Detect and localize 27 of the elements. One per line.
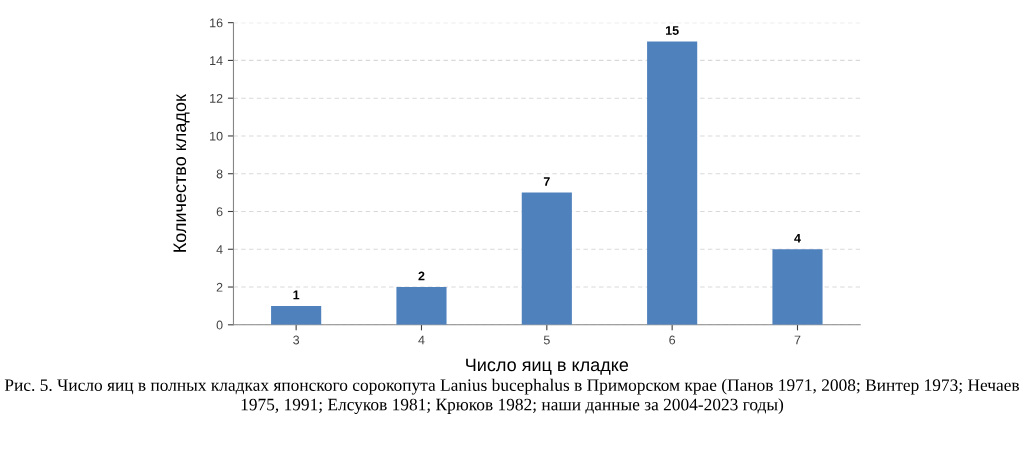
x-tick-label: 7	[794, 335, 801, 345]
text: Рис. 5. Число яиц в полных кладках японского сорокопута Lanius bucephalus в Приморском крае (Панов 1971, 2008; Винтер 1973; Нечаев 1975, 1991; Елсуков 1981; Крюков 1982; наши данные за 2004-2023 годы)	[4, 378, 1020, 414]
x-tick-label: 4	[418, 335, 425, 345]
y-tick-label: 12	[210, 93, 223, 103]
data-label: 7	[543, 177, 550, 186]
x-tick-label: 3	[293, 335, 300, 345]
y-tick-label: 14	[210, 56, 223, 65]
y-tick-label: 6	[216, 207, 223, 217]
data-label: 4	[794, 233, 801, 243]
y-tick-label: 4	[216, 245, 223, 254]
bar	[772, 249, 823, 325]
data-label: 2	[418, 271, 425, 281]
bar	[396, 287, 447, 325]
x-tick-label: 5	[543, 335, 550, 345]
y-tick-label: 0	[216, 320, 223, 330]
y-tick-label: 16	[210, 18, 223, 28]
y-tick-label: 8	[216, 169, 223, 179]
y-axis-title: Количество кладок	[173, 94, 190, 252]
bar	[521, 192, 572, 325]
data-label: 15	[665, 26, 679, 35]
x-axis-title: Число яиц в кладке	[466, 358, 629, 375]
data-label: 1	[293, 290, 300, 300]
y-tick-label: 10	[210, 131, 223, 141]
bar	[647, 41, 698, 325]
x-tick-label: 6	[669, 335, 676, 345]
y-tick-label: 2	[216, 282, 223, 292]
bar	[271, 305, 322, 325]
